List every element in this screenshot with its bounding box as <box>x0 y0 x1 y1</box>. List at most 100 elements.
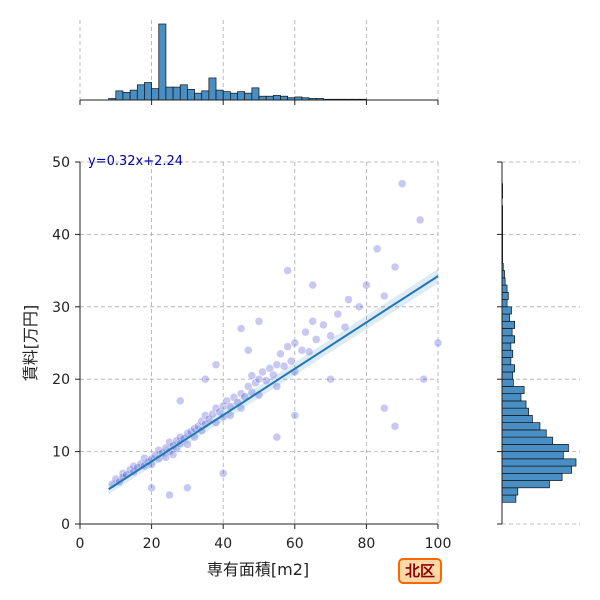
right-hist-bar <box>501 400 527 409</box>
right-hist-bar <box>501 357 512 366</box>
top-hist-bar <box>272 95 281 101</box>
scatter-point <box>272 432 282 442</box>
scatter-point <box>201 374 210 384</box>
y-tick-label: 0 <box>61 517 70 533</box>
scatter-point <box>390 262 400 272</box>
scatter-point <box>201 411 210 420</box>
scatter-point <box>236 389 246 398</box>
x-tick-label: 60 <box>286 536 304 552</box>
regression-line <box>108 275 439 491</box>
top-hist-bar <box>129 89 138 101</box>
x-tick-label: 40 <box>214 536 232 552</box>
scatter-point <box>154 445 164 455</box>
right-hist-bar <box>501 407 529 416</box>
top-hist-bar <box>258 95 267 101</box>
scatter-point <box>340 322 350 332</box>
axes <box>79 99 503 525</box>
top-hist-bar <box>230 92 238 101</box>
scatter-point <box>165 490 174 500</box>
top-hist-bar <box>194 92 203 101</box>
scatter-point <box>218 401 228 411</box>
top-hist-bar <box>136 84 145 101</box>
y-tick-label: 50 <box>52 155 70 171</box>
top-hist-bar <box>144 82 152 101</box>
top-hist-bar <box>115 90 124 101</box>
regression-equation: y=0.32x+2.24 <box>88 154 183 169</box>
scatter-point <box>319 320 328 330</box>
scatter-point <box>380 403 389 413</box>
top-hist-bar <box>122 92 131 101</box>
top-hist-bar <box>187 89 195 101</box>
tick-labels: 0 20 40 60 80 100 0 10 20 30 40 50 <box>52 100 502 552</box>
right-hist-bar <box>501 306 512 315</box>
scatter-point <box>165 437 174 447</box>
y-tick-label: 30 <box>52 300 70 316</box>
scatter-point <box>247 371 257 380</box>
scatter-points <box>107 179 443 500</box>
right-histogram <box>501 183 577 503</box>
scatter-point <box>175 396 185 406</box>
x-tick-label: 80 <box>357 536 375 552</box>
y-tick-label: 10 <box>52 445 70 461</box>
top-hist-bar <box>251 87 260 101</box>
right-hist-bar <box>501 487 519 496</box>
top-hist-bar <box>222 91 231 101</box>
scatter-point <box>265 364 274 373</box>
scatter-point <box>304 347 314 356</box>
right-hist-bar <box>501 342 512 351</box>
scatter-point <box>390 422 400 431</box>
scatter-point <box>290 411 300 420</box>
scatter-point <box>111 474 121 484</box>
right-hist-bar <box>501 349 514 358</box>
scatter-point <box>272 360 282 369</box>
right-hist-bar <box>501 364 515 373</box>
y-axis-label: 賃料[万円] <box>21 305 40 382</box>
top-hist-bar <box>280 95 288 101</box>
right-hist-bar <box>501 429 547 438</box>
scatter-point <box>415 215 425 225</box>
scatter-point <box>283 266 292 275</box>
scatter-point <box>312 335 321 344</box>
scatter-point <box>326 331 335 341</box>
top-hist-bar <box>158 23 167 101</box>
right-hist-bar <box>501 415 533 423</box>
regression-line-group <box>108 268 439 495</box>
scatter-point <box>333 309 343 319</box>
right-hist-bar <box>501 284 508 293</box>
x-axis-label: 専有面積[m2] <box>207 560 309 579</box>
scatter-point <box>344 295 353 304</box>
top-hist-bar <box>244 92 253 101</box>
right-hist-bar <box>501 422 541 431</box>
top-hist-bar <box>172 86 181 101</box>
top-hist-bar <box>165 86 174 101</box>
scatter-point <box>397 179 407 188</box>
scatter-point <box>308 280 317 290</box>
scatter-point <box>236 324 246 333</box>
scatter-point <box>140 453 149 463</box>
right-hist-bar <box>501 472 563 481</box>
scatter-point <box>258 367 267 377</box>
scatter-point <box>254 317 264 326</box>
right-hist-bar <box>501 299 508 308</box>
scatter-point <box>211 403 221 413</box>
right-hist-bar <box>501 386 525 395</box>
top-histogram <box>108 23 367 101</box>
top-hist-bar <box>201 90 210 101</box>
x-tick-label: 0 <box>76 536 85 552</box>
scatter-point <box>254 374 264 384</box>
scatter-point <box>261 376 271 385</box>
right-hist-bar <box>501 444 569 452</box>
right-hist-bar <box>501 458 577 467</box>
scatter-point <box>147 483 156 493</box>
scatter-point <box>433 338 443 348</box>
top-hist-bar <box>237 91 246 101</box>
scatter-point <box>354 302 364 312</box>
scatter-point <box>276 349 285 359</box>
scatter-point <box>269 370 278 380</box>
scatter-point <box>326 374 335 384</box>
scatter-point <box>362 280 371 290</box>
right-hist-bar <box>501 371 514 380</box>
scatter-point <box>283 342 292 351</box>
scatter-point <box>372 244 382 254</box>
